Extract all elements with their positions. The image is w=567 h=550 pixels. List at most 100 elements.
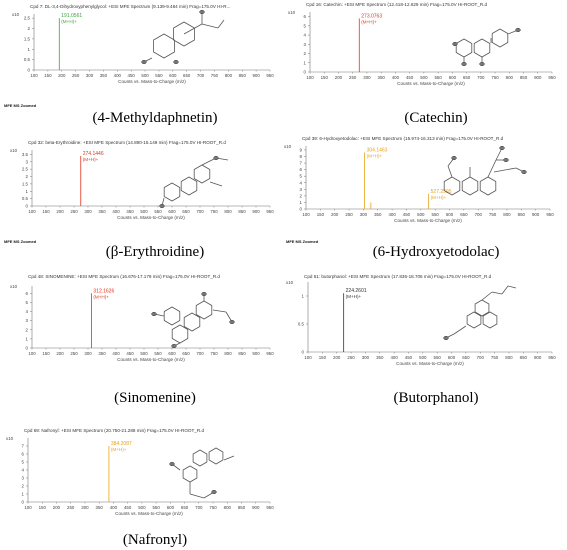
x-tick-label-2-10: 600 <box>449 75 457 80</box>
structure-bond-5-0 <box>212 309 227 313</box>
x-tick-label-2-7: 450 <box>406 75 414 80</box>
x-tick-label-3-6: 400 <box>112 209 120 214</box>
y-tick-label-7-6: 6 <box>22 452 25 457</box>
y-tick-label-6-0: 0 <box>302 350 305 355</box>
structure-atom-5-1 <box>151 311 157 317</box>
structure-ring-2-2 <box>491 28 509 48</box>
x-axis-label-2: Counts vs. Mass-to-Charge (m/z) <box>397 81 465 86</box>
structure-atom-1-0 <box>199 9 205 15</box>
peak-adduct-1-0: (M+H)+ <box>61 19 77 24</box>
x-tick-label-7-7: 450 <box>124 505 132 510</box>
x-tick-label-6-14: 800 <box>505 355 513 360</box>
y-tick-label-4-5: 5 <box>300 174 303 179</box>
x-tick-label-3-7: 450 <box>126 209 134 214</box>
structure-bond-4-6 <box>493 167 517 173</box>
x-axis-label-5: Counts vs. Mass-to-Charge (m/z) <box>117 357 185 362</box>
peak-adduct-7-0: (M+H)+ <box>111 447 127 452</box>
y-scale-1: x10 <box>12 12 20 17</box>
peak-label-6-0: 224.2601 <box>346 288 367 294</box>
x-tick-label-1-9: 550 <box>155 73 163 78</box>
x-tick-label-1-17: 950 <box>266 73 274 78</box>
spectrum-chart-1: Cpd 7: DL-3,4-Dihydroxyphenylglycol: +ES… <box>12 4 274 84</box>
x-tick-label-5-16: 900 <box>252 351 260 356</box>
x-tick-label-1-14: 800 <box>225 73 233 78</box>
structure-atom-2-3 <box>452 41 458 47</box>
x-tick-label-6-2: 200 <box>333 355 341 360</box>
x-tick-label-5-0: 100 <box>28 351 36 356</box>
caption-4-methyldaphnetin: (4-Methyldaphnetin) <box>92 110 218 126</box>
x-tick-label-6-11: 650 <box>462 355 470 360</box>
x-tick-label-3-5: 350 <box>98 209 106 214</box>
peak-adduct-4-0: (M+H)+ <box>367 154 383 159</box>
x-axis-label-3: Counts vs. Mass-to-Charge (m/z) <box>117 215 185 220</box>
x-tick-label-5-9: 550 <box>154 351 162 356</box>
x-tick-label-3-17: 950 <box>266 209 274 214</box>
structure-bond-6-1 <box>491 291 503 295</box>
x-tick-label-7-2: 200 <box>53 505 61 510</box>
y-tick-label-6-2: 1 <box>302 294 305 299</box>
x-tick-label-4-3: 250 <box>345 212 353 217</box>
x-tick-label-5-1: 150 <box>42 351 50 356</box>
structure-atom-2-2 <box>479 61 485 67</box>
x-tick-label-7-3: 250 <box>67 505 75 510</box>
x-tick-label-4-6: 400 <box>388 212 396 217</box>
x-tick-label-6-3: 250 <box>347 355 355 360</box>
x-tick-label-1-4: 300 <box>86 73 94 78</box>
peak-label-4-0: 304.1463 <box>367 148 388 154</box>
x-tick-label-1-8: 500 <box>141 73 149 78</box>
y-tick-label-2-1: 1 <box>304 60 307 65</box>
y-tick-label-7-1: 1 <box>22 492 25 497</box>
y-tick-label-3-1: 0.5 <box>22 196 29 201</box>
y-tick-label-6-1: 0.5 <box>298 322 305 327</box>
x-tick-label-7-6: 400 <box>110 505 118 510</box>
x-tick-label-7-8: 500 <box>138 505 146 510</box>
peak-adduct-3-0: (M+H)+ <box>83 157 99 162</box>
x-tick-label-5-4: 300 <box>84 351 92 356</box>
y-tick-label-4-1: 1 <box>300 200 303 205</box>
y-tick-label-4-7: 7 <box>300 161 303 166</box>
x-tick-label-2-4: 300 <box>363 75 371 80</box>
y-tick-label-4-2: 2 <box>300 193 303 198</box>
peak-adduct-5-0: (M+H)+ <box>93 294 109 299</box>
y-tick-label-3-0: 0 <box>26 204 29 209</box>
structure-ring-3-0 <box>163 182 181 202</box>
x-tick-label-2-17: 950 <box>548 75 556 80</box>
peak-label-2-0: 273.0763 <box>361 13 382 19</box>
x-tick-label-6-9: 550 <box>434 355 442 360</box>
x-tick-label-2-1: 150 <box>321 75 329 80</box>
x-tick-label-5-7: 450 <box>126 351 134 356</box>
x-tick-label-5-6: 400 <box>112 351 120 356</box>
structure-ring-5-1 <box>183 312 201 332</box>
y-tick-label-3-6: 3 <box>26 159 29 164</box>
x-tick-label-4-15: 850 <box>518 212 526 217</box>
structure-bond-3-2 <box>209 181 223 187</box>
y-scale-3: x10 <box>10 148 18 153</box>
x-tick-label-1-12: 700 <box>197 73 205 78</box>
structure-ring-7-2 <box>182 465 198 483</box>
peak-adduct-2-0: (M+H)+ <box>361 19 377 24</box>
y-tick-label-2-2: 2 <box>304 51 307 56</box>
structure-atom-3-0 <box>159 203 165 209</box>
structure-atom-2-0 <box>515 27 521 33</box>
y-scale-4: x10 <box>284 144 292 149</box>
x-tick-label-1-3: 250 <box>72 73 80 78</box>
x-tick-label-7-12: 700 <box>195 505 203 510</box>
structure-atom-4-0 <box>499 145 505 151</box>
y-tick-label-2-4: 4 <box>304 33 307 38</box>
x-tick-label-7-10: 600 <box>167 505 175 510</box>
x-axis-label-7: Counts vs. Mass-to-Charge (m/z) <box>115 511 183 516</box>
y-scale-6: x10 <box>286 280 294 285</box>
spectrum-chart-6: Cpd 51: butorphanol: +ESI MFE Spectrum (… <box>286 274 556 366</box>
structure-bond-7-1 <box>189 493 205 499</box>
x-tick-label-3-13: 750 <box>210 209 218 214</box>
structure-ring-2-0 <box>455 38 473 58</box>
mfe-label-3: MFE MS Zoomed <box>4 239 37 244</box>
x-axis-label-6: Counts vs. Mass-to-Charge (m/z) <box>396 361 464 366</box>
x-tick-label-2-12: 700 <box>477 75 485 80</box>
structure-ring-7-1 <box>208 447 224 465</box>
structure-bond-4-0 <box>487 159 497 178</box>
structure-bond-4-4 <box>447 165 453 178</box>
x-tick-label-1-0: 100 <box>30 73 38 78</box>
spectrum-panel-1: Cpd 7: DL-3,4-Dihydroxyphenylglycol: +ES… <box>4 2 276 107</box>
x-tick-label-4-12: 700 <box>475 212 483 217</box>
